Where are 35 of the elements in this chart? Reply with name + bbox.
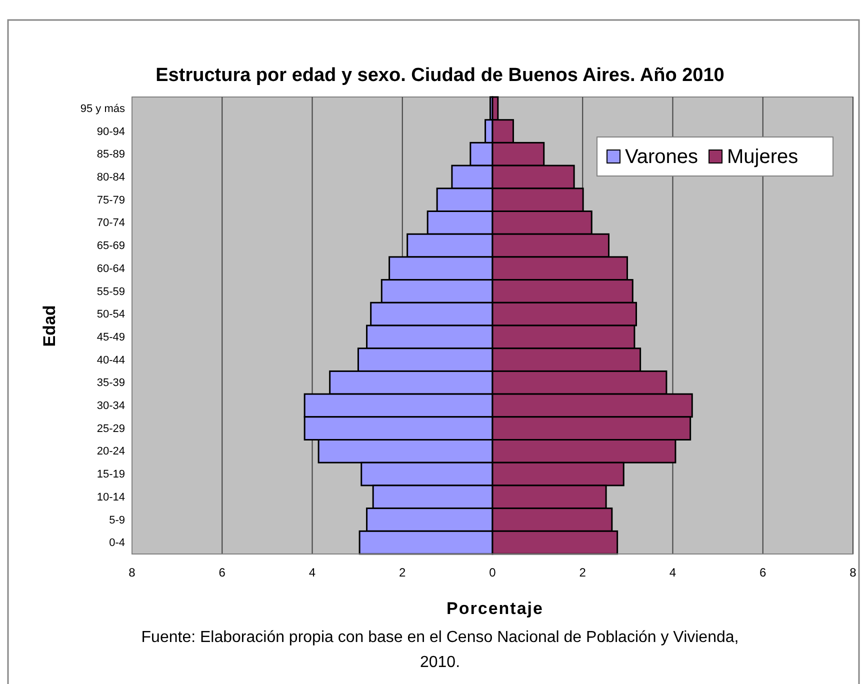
y-tick-label: 85-89 <box>96 148 125 161</box>
y-tick-label: 65-69 <box>96 240 125 252</box>
y-tick-label: 55-59 <box>96 286 125 298</box>
x-tick-label: 2 <box>399 566 406 580</box>
y-tick-label: 75-79 <box>96 194 125 206</box>
x-tick-label: 4 <box>669 566 676 580</box>
y-tick-label: 95 y más <box>80 102 126 115</box>
y-tick-label: 25-29 <box>96 422 125 435</box>
legend-label: Varones <box>625 146 698 168</box>
x-axis-title: Porcentaje <box>446 599 544 618</box>
x-tick-label: 4 <box>308 566 316 580</box>
x-tick-label: 0 <box>489 566 496 580</box>
y-tick-label: 15-19 <box>96 468 125 481</box>
x-tick-label: 6 <box>218 566 226 580</box>
y-tick-label: 90-94 <box>96 126 125 138</box>
y-tick-label: 60-64 <box>96 262 125 275</box>
y-tick-label: 70-74 <box>96 217 125 230</box>
y-tick-label: 35-39 <box>96 377 125 390</box>
y-tick-label: 50-54 <box>96 308 125 321</box>
source-note: Fuente: Elaboración propia con base en el Censo Nacional de Población y Vivienda, 2010. <box>140 628 740 673</box>
y-tick-label: 30-34 <box>96 400 125 412</box>
x-tick-label: 6 <box>760 566 767 580</box>
y-tick-label: 45-49 <box>96 331 125 344</box>
x-tick-label: 8 <box>128 566 136 580</box>
y-tick-label: 80-84 <box>96 171 125 184</box>
y-tick-label: 20-24 <box>96 446 125 458</box>
y-tick-label: 10-14 <box>96 491 125 504</box>
chart-title: Estructura por edad y sexo. Ciudad de Buenos Aires. Año 2010 <box>156 65 724 86</box>
x-tick-label: 8 <box>850 566 857 580</box>
y-tick-label: 0-4 <box>109 537 125 550</box>
y-tick-label: 5-9 <box>109 514 125 526</box>
y-axis-title: Edad <box>40 305 59 347</box>
y-tick-label: 40-44 <box>96 354 125 366</box>
x-tick-label: 2 <box>579 566 586 580</box>
legend-label: Mujeres <box>727 146 798 168</box>
